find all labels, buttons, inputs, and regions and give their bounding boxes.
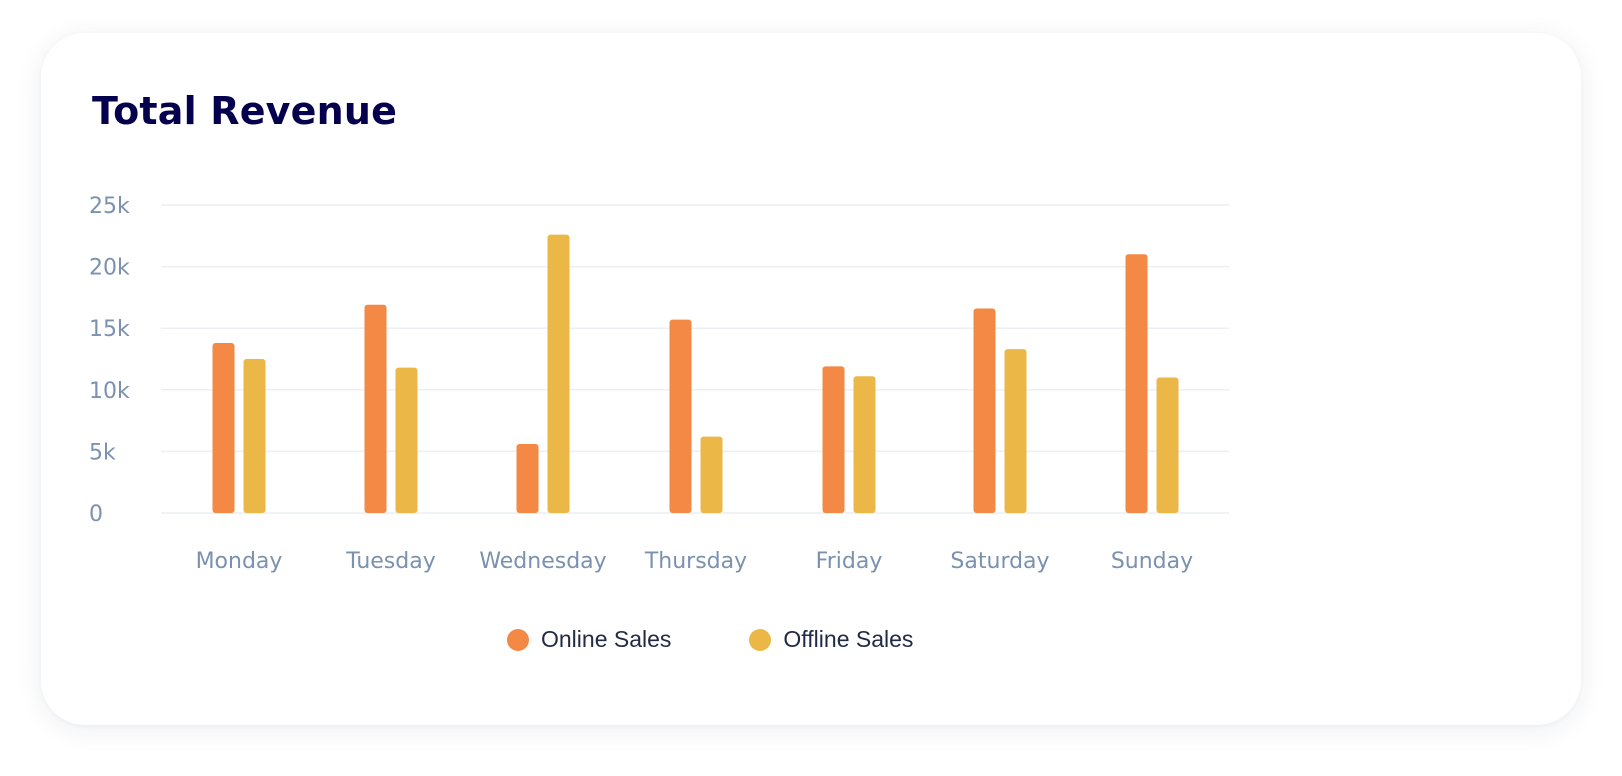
- online-sales-bar-monday[interactable]: [212, 342, 235, 513]
- offline-sales-bar-tuesday[interactable]: [395, 367, 418, 513]
- y-tick-label: 5k: [89, 440, 116, 465]
- x-tick-label-monday: Monday: [196, 549, 283, 574]
- online-sales-dot-icon: [507, 628, 529, 651]
- legend-item-online[interactable]: Online Sales: [507, 626, 671, 653]
- grid-lines: [161, 204, 1229, 514]
- bars: [212, 234, 1179, 513]
- offline-sales-bar-sunday[interactable]: [1156, 377, 1179, 513]
- revenue-bar-chart: 0 5k 10k 15k 20k 25k Monday Tuesday Wednesday Th…: [89, 194, 1229, 574]
- offline-sales-bar-saturday[interactable]: [1004, 349, 1027, 513]
- y-tick-label: 0: [89, 502, 103, 527]
- x-tick-label-friday: Friday: [816, 549, 883, 574]
- online-sales-bar-wednesday[interactable]: [516, 444, 539, 513]
- offline-sales-bar-wednesday[interactable]: [547, 234, 570, 513]
- online-sales-bar-sunday[interactable]: [1125, 254, 1148, 513]
- y-tick-label: 20k: [89, 256, 130, 281]
- offline-sales-bar-monday[interactable]: [243, 359, 266, 513]
- x-tick-label-thursday: Thursday: [644, 549, 747, 574]
- legend-label-online: Online Sales: [541, 626, 672, 652]
- y-tick-label: 10k: [89, 379, 130, 404]
- offline-sales-bar-thursday[interactable]: [700, 436, 723, 513]
- x-tick-label-sunday: Sunday: [1111, 549, 1193, 574]
- y-tick-label: 25k: [89, 194, 130, 219]
- legend-item-offline[interactable]: Offline Sales: [749, 626, 913, 653]
- x-tick-label-tuesday: Tuesday: [345, 549, 436, 574]
- x-tick-label-wednesday: Wednesday: [479, 549, 606, 574]
- offline-sales-bar-friday[interactable]: [853, 376, 876, 513]
- card-title: Total Revenue: [92, 89, 398, 133]
- x-tick-label-saturday: Saturday: [950, 549, 1049, 574]
- online-sales-bar-thursday[interactable]: [669, 319, 692, 513]
- online-sales-bar-tuesday[interactable]: [364, 304, 387, 513]
- x-axis-labels: Monday Tuesday Wednesday Thursday Friday Satu…: [196, 549, 1194, 574]
- online-sales-bar-friday[interactable]: [822, 366, 845, 513]
- offline-sales-dot-icon: [749, 628, 772, 651]
- chart-legend: Online Sales Offline Sales: [507, 626, 913, 653]
- y-tick-label: 15k: [89, 317, 130, 342]
- online-sales-bar-saturday[interactable]: [973, 308, 996, 513]
- revenue-card: Total Revenue 0 5k 10k 15k 20k 25k Monday Tues…: [41, 33, 1581, 725]
- y-axis-ticks: 0 5k 10k 15k 20k 25k: [89, 194, 130, 527]
- legend-label-offline: Offline Sales: [783, 626, 914, 652]
